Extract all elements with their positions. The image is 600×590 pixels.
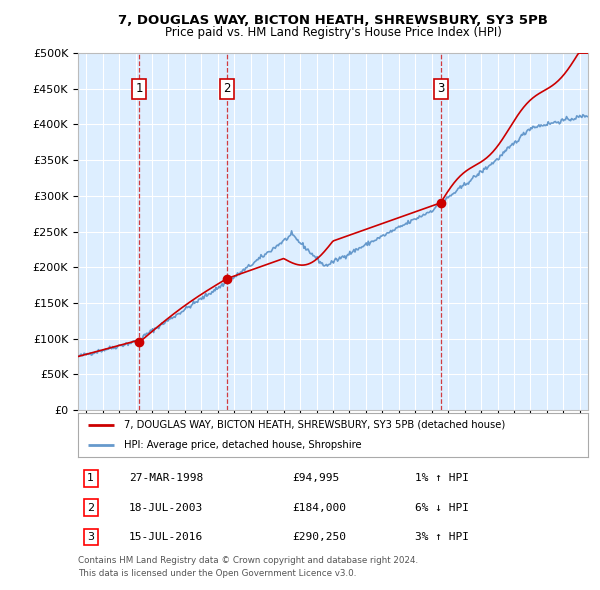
- Text: HPI: Average price, detached house, Shropshire: HPI: Average price, detached house, Shro…: [124, 440, 362, 450]
- Text: 3: 3: [437, 82, 444, 96]
- Text: 6% ↓ HPI: 6% ↓ HPI: [415, 503, 469, 513]
- Text: 1: 1: [136, 82, 143, 96]
- Text: Price paid vs. HM Land Registry's House Price Index (HPI): Price paid vs. HM Land Registry's House …: [164, 26, 502, 39]
- Text: Contains HM Land Registry data © Crown copyright and database right 2024.: Contains HM Land Registry data © Crown c…: [78, 556, 418, 565]
- Text: £290,250: £290,250: [292, 532, 346, 542]
- Text: 27-MAR-1998: 27-MAR-1998: [129, 473, 203, 483]
- Text: 7, DOUGLAS WAY, BICTON HEATH, SHREWSBURY, SY3 5PB (detached house): 7, DOUGLAS WAY, BICTON HEATH, SHREWSBURY…: [124, 420, 505, 430]
- Text: 3% ↑ HPI: 3% ↑ HPI: [415, 532, 469, 542]
- Text: 2: 2: [223, 82, 230, 96]
- Text: 1: 1: [87, 473, 94, 483]
- Text: This data is licensed under the Open Government Licence v3.0.: This data is licensed under the Open Gov…: [78, 569, 356, 578]
- Text: 15-JUL-2016: 15-JUL-2016: [129, 532, 203, 542]
- Text: 7, DOUGLAS WAY, BICTON HEATH, SHREWSBURY, SY3 5PB: 7, DOUGLAS WAY, BICTON HEATH, SHREWSBURY…: [118, 14, 548, 27]
- Text: £94,995: £94,995: [292, 473, 340, 483]
- Text: 2: 2: [87, 503, 94, 513]
- Text: 3: 3: [87, 532, 94, 542]
- Text: 1% ↑ HPI: 1% ↑ HPI: [415, 473, 469, 483]
- Text: 18-JUL-2003: 18-JUL-2003: [129, 503, 203, 513]
- Text: £184,000: £184,000: [292, 503, 346, 513]
